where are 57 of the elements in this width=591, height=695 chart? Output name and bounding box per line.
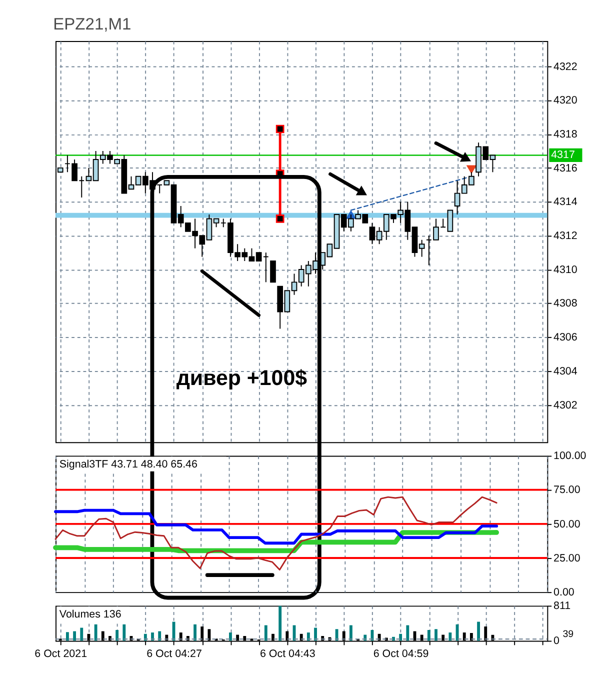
bar — [94, 624, 98, 641]
bar — [314, 628, 317, 641]
x-tick-label: 6 Oct 2021 — [34, 648, 88, 660]
y-tick-label: 4316 — [554, 162, 578, 174]
y-tick-label: 25.00 — [554, 552, 580, 564]
y-tick-label: 811 — [554, 600, 571, 612]
y-tick-label: 4302 — [554, 399, 578, 412]
y-tick-label: 50.00 — [554, 518, 580, 530]
bar — [477, 622, 480, 641]
bar — [264, 625, 268, 641]
line-series — [54, 496, 498, 570]
candlestick — [447, 210, 454, 232]
bar — [122, 624, 126, 641]
bar — [434, 629, 438, 641]
y-tick-label: 0 — [554, 635, 560, 648]
bar — [73, 631, 76, 641]
x-tick-label: 6 Oct 04:43 — [260, 648, 316, 660]
bar — [194, 624, 196, 641]
y-tick-label: 4308 — [554, 298, 578, 310]
bar — [427, 630, 430, 641]
y-tick-label: 100.00 — [554, 450, 586, 462]
candlestick — [156, 184, 163, 194]
point — [466, 165, 477, 174]
x-tick-label: 6 Oct 04:59 — [373, 648, 429, 660]
chart-title: EPZ21,M1 — [53, 14, 132, 34]
y-tick-label: 75.00 — [554, 484, 580, 496]
y-tick-label: 4312 — [554, 230, 578, 242]
y-tick-label: 0.00 — [554, 586, 574, 598]
ref-line-label: 4317 — [551, 149, 575, 162]
ref-line-label: 39 — [562, 629, 574, 640]
point — [276, 124, 284, 134]
y-tick-label: 4304 — [554, 365, 578, 378]
bar — [406, 625, 410, 641]
bar — [158, 631, 162, 641]
line-series — [54, 508, 498, 545]
bar — [229, 632, 232, 641]
y-tick-label: 4318 — [554, 128, 578, 140]
candlestick — [270, 260, 276, 283]
y-tick-label: 4320 — [554, 94, 578, 107]
point — [276, 214, 284, 223]
bar — [116, 630, 119, 641]
bar — [80, 628, 84, 641]
bar — [306, 632, 310, 641]
bar — [349, 625, 352, 641]
chart-title: Signal3TF 43.71 48.40 65.46 — [59, 458, 198, 470]
bar — [278, 606, 282, 641]
chart-title: Volumes 136 — [59, 608, 122, 620]
y-tick-label: 4322 — [554, 60, 578, 73]
candlestick — [262, 252, 269, 283]
annotation: дивер +100$ — [176, 366, 308, 390]
y-tick-label: 4310 — [554, 264, 578, 276]
bar — [399, 634, 402, 641]
bar — [66, 632, 69, 641]
y-tick-label: 4314 — [554, 196, 578, 208]
y-tick-label: 4306 — [554, 332, 578, 344]
x-tick-label: 6 Oct 04:27 — [146, 648, 202, 660]
bar — [448, 632, 452, 641]
